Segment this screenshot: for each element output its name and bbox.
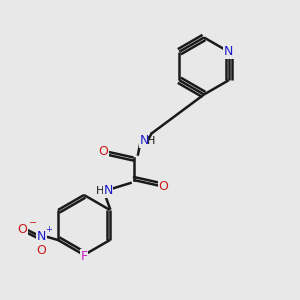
Text: N: N xyxy=(37,230,46,244)
Text: H: H xyxy=(96,185,104,196)
Text: H: H xyxy=(146,136,155,146)
Text: O: O xyxy=(17,223,27,236)
Text: O: O xyxy=(159,179,168,193)
Text: F: F xyxy=(80,250,88,263)
Text: O: O xyxy=(99,145,108,158)
Text: N: N xyxy=(103,184,113,197)
Text: −: − xyxy=(29,218,37,228)
Text: O: O xyxy=(37,244,46,257)
Text: N: N xyxy=(224,45,233,58)
Text: N: N xyxy=(139,134,149,148)
Text: +: + xyxy=(45,226,52,235)
